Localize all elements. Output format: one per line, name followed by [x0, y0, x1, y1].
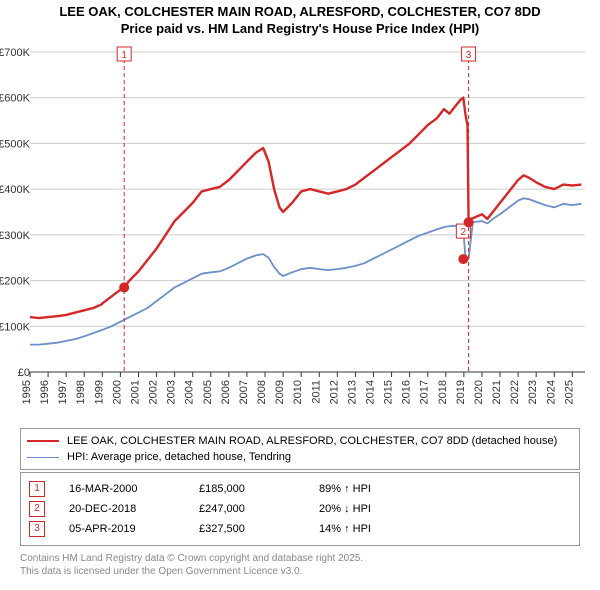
svg-text:2003: 2003 [166, 380, 178, 404]
event-price: £327,500 [199, 523, 319, 535]
svg-text:2013: 2013 [346, 380, 358, 404]
event-price: £247,000 [199, 503, 319, 515]
svg-text:2001: 2001 [129, 380, 141, 404]
event-pct: 89% ↑ HPI [319, 483, 371, 495]
event-marker: 3 [29, 521, 45, 537]
svg-text:£700K: £700K [0, 47, 31, 59]
legend-swatch [27, 457, 59, 458]
svg-text:2009: 2009 [274, 380, 286, 404]
line-chart: £0 £100K £200K £300K £400K £500K £600K £700K 199… [0, 42, 600, 422]
event-row: 2 20-DEC-2018£247,00020% ↓ HPI [29, 499, 571, 519]
svg-text:£400K: £400K [0, 184, 31, 196]
svg-text:1997: 1997 [57, 380, 69, 404]
svg-text:2010: 2010 [292, 380, 304, 404]
svg-text:2016: 2016 [401, 380, 413, 404]
svg-text:2000: 2000 [111, 380, 123, 404]
event-pct: 14% ↑ HPI [319, 523, 371, 535]
svg-text:2021: 2021 [491, 380, 503, 404]
svg-text:£100K: £100K [0, 321, 31, 333]
event-row: 1 16-MAR-2000£185,00089% ↑ HPI [29, 479, 571, 499]
event-row: 3 05-APR-2019£327,50014% ↑ HPI [29, 519, 571, 539]
legend-swatch [27, 440, 59, 442]
footer-line-2: This data is licensed under the Open Gov… [20, 565, 363, 578]
event-date: 05-APR-2019 [69, 523, 199, 535]
svg-text:£0: £0 [18, 367, 30, 379]
svg-text:2012: 2012 [328, 380, 340, 404]
event-pct: 20% ↓ HPI [319, 503, 371, 515]
svg-text:£600K: £600K [0, 93, 31, 105]
svg-text:1999: 1999 [93, 380, 105, 404]
svg-text:2002: 2002 [148, 380, 160, 404]
legend-row: LEE OAK, COLCHESTER MAIN ROAD, ALRESFORD… [27, 433, 573, 449]
svg-text:2014: 2014 [364, 380, 376, 404]
event-marker: 2 [29, 501, 45, 517]
svg-text:2008: 2008 [256, 380, 268, 404]
svg-text:1: 1 [121, 50, 127, 61]
title-line-2: Price paid vs. HM Land Registry's House … [10, 21, 590, 38]
event-marker: 1 [29, 481, 45, 497]
svg-text:2005: 2005 [202, 380, 214, 404]
svg-text:2: 2 [461, 227, 467, 238]
chart-area: £0 £100K £200K £300K £400K £500K £600K £700K 199… [0, 42, 600, 422]
svg-text:£500K: £500K [0, 138, 31, 150]
legend-label: LEE OAK, COLCHESTER MAIN ROAD, ALRESFORD… [67, 435, 557, 447]
svg-text:3: 3 [466, 50, 472, 61]
svg-text:1995: 1995 [21, 380, 33, 404]
svg-text:1998: 1998 [75, 380, 87, 404]
footer-attribution: Contains HM Land Registry data © Crown c… [20, 552, 363, 578]
svg-text:£200K: £200K [0, 276, 31, 288]
event-date: 20-DEC-2018 [69, 503, 199, 515]
svg-text:2022: 2022 [509, 380, 521, 404]
svg-text:2017: 2017 [419, 380, 431, 404]
footer-line-1: Contains HM Land Registry data © Crown c… [20, 552, 363, 565]
svg-text:2020: 2020 [473, 380, 485, 404]
legend: LEE OAK, COLCHESTER MAIN ROAD, ALRESFORD… [20, 428, 580, 470]
svg-text:2015: 2015 [383, 380, 395, 404]
svg-text:2004: 2004 [184, 380, 196, 404]
svg-text:£300K: £300K [0, 230, 31, 242]
svg-text:2011: 2011 [310, 380, 322, 404]
svg-text:2018: 2018 [437, 380, 449, 404]
legend-label: HPI: Average price, detached house, Tend… [67, 451, 291, 463]
event-date: 16-MAR-2000 [69, 483, 199, 495]
svg-text:2007: 2007 [238, 380, 250, 404]
svg-text:2019: 2019 [455, 380, 467, 404]
event-price: £185,000 [199, 483, 319, 495]
svg-text:1996: 1996 [39, 380, 51, 404]
legend-row: HPI: Average price, detached house, Tend… [27, 449, 573, 465]
events-table: 1 16-MAR-2000£185,00089% ↑ HPI 2 20-DEC-201… [20, 472, 580, 546]
svg-text:2006: 2006 [220, 380, 232, 404]
title-line-1: LEE OAK, COLCHESTER MAIN ROAD, ALRESFORD… [10, 4, 590, 21]
chart-title: LEE OAK, COLCHESTER MAIN ROAD, ALRESFORD… [0, 0, 600, 40]
svg-text:2023: 2023 [527, 380, 539, 404]
svg-text:2024: 2024 [545, 380, 557, 404]
svg-text:2025: 2025 [563, 380, 575, 404]
